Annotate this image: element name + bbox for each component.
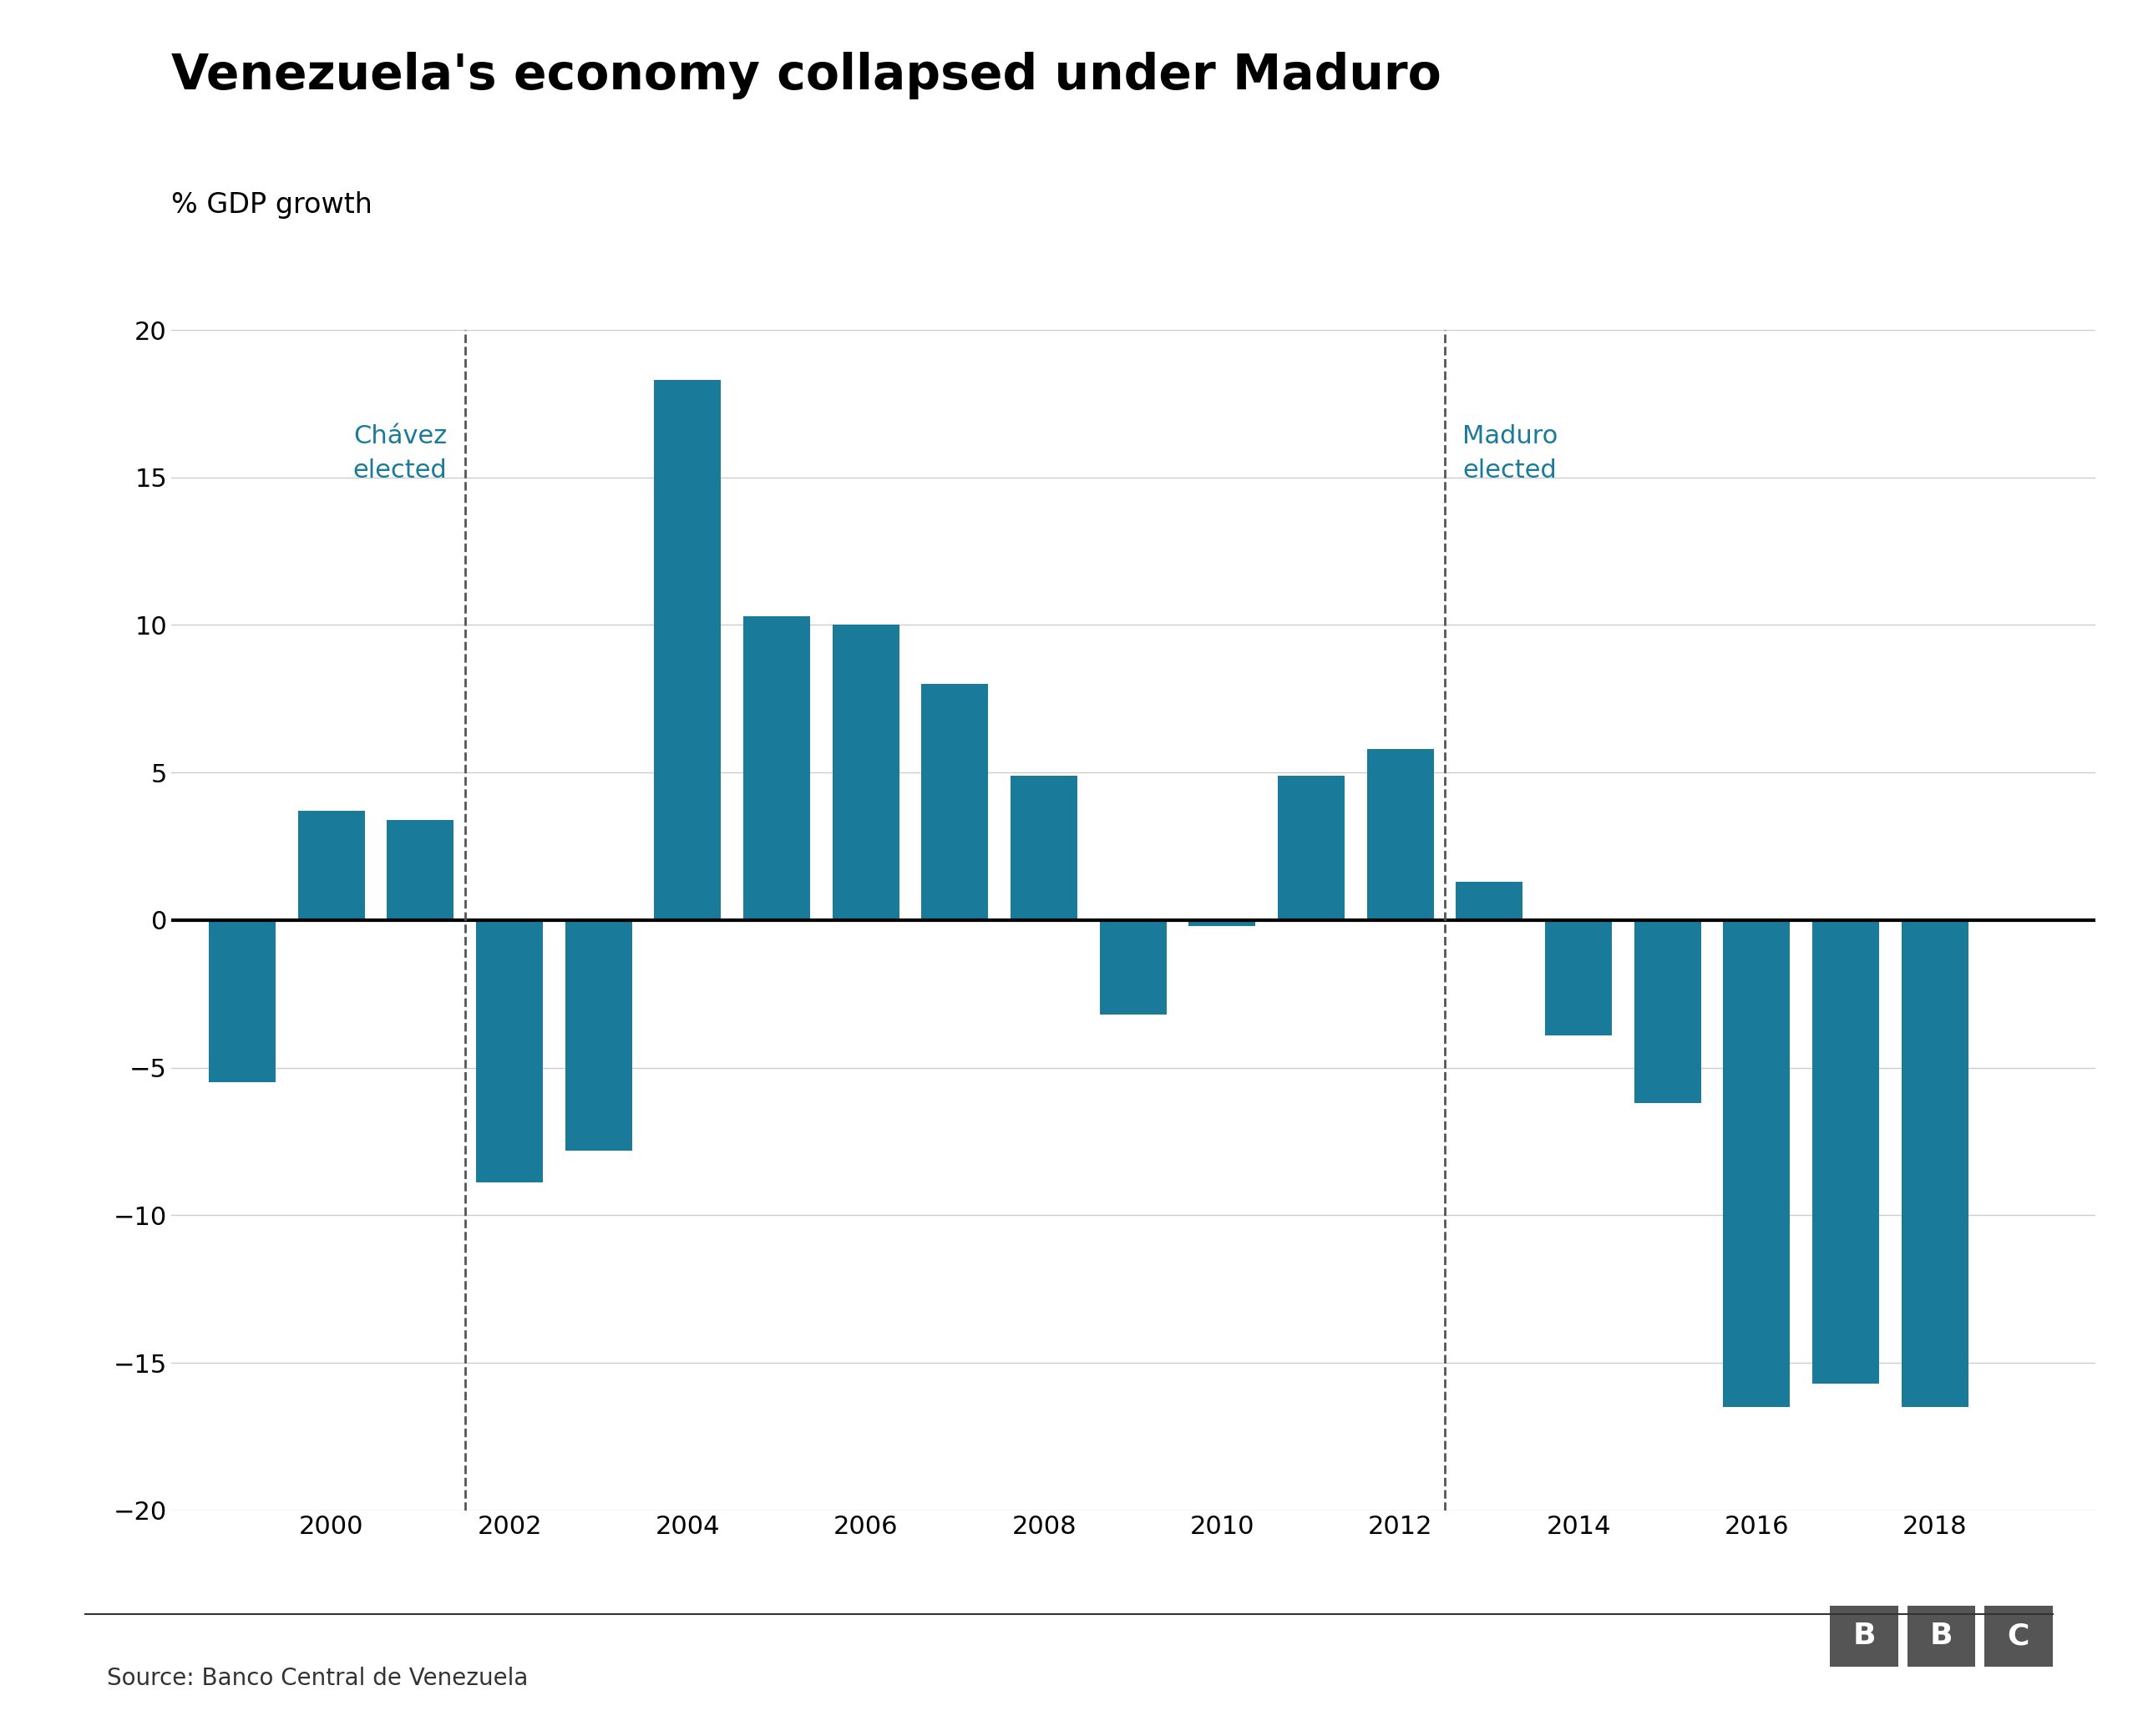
Bar bbox=[1723, 920, 1790, 1406]
Text: Source: Banco Central de Venezuela: Source: Banco Central de Venezuela bbox=[107, 1667, 528, 1689]
Bar bbox=[832, 625, 900, 920]
Bar bbox=[1099, 920, 1167, 1014]
Text: Venezuela's economy collapsed under Maduro: Venezuela's economy collapsed under Madu… bbox=[171, 52, 1441, 99]
Bar bbox=[564, 920, 633, 1151]
Bar bbox=[477, 920, 543, 1182]
Bar bbox=[1546, 920, 1612, 1035]
Text: C: C bbox=[2008, 1621, 2029, 1651]
Bar bbox=[1633, 920, 1702, 1102]
Text: Chávez
elected: Chávez elected bbox=[353, 424, 447, 483]
Text: B: B bbox=[1854, 1621, 1875, 1651]
Text: % GDP growth: % GDP growth bbox=[171, 191, 372, 219]
Text: Maduro
elected: Maduro elected bbox=[1462, 424, 1559, 483]
Bar bbox=[1366, 748, 1435, 920]
Bar bbox=[1901, 920, 1969, 1406]
Bar bbox=[654, 380, 721, 920]
Bar bbox=[1813, 920, 1879, 1384]
Bar bbox=[297, 811, 366, 920]
Bar bbox=[1279, 776, 1345, 920]
Bar bbox=[387, 819, 453, 920]
Bar bbox=[1189, 920, 1255, 925]
Bar bbox=[1011, 776, 1078, 920]
Text: B: B bbox=[1931, 1621, 1952, 1651]
Bar bbox=[921, 684, 988, 920]
Bar bbox=[210, 920, 276, 1083]
Bar bbox=[1456, 882, 1522, 920]
Bar bbox=[744, 616, 810, 920]
